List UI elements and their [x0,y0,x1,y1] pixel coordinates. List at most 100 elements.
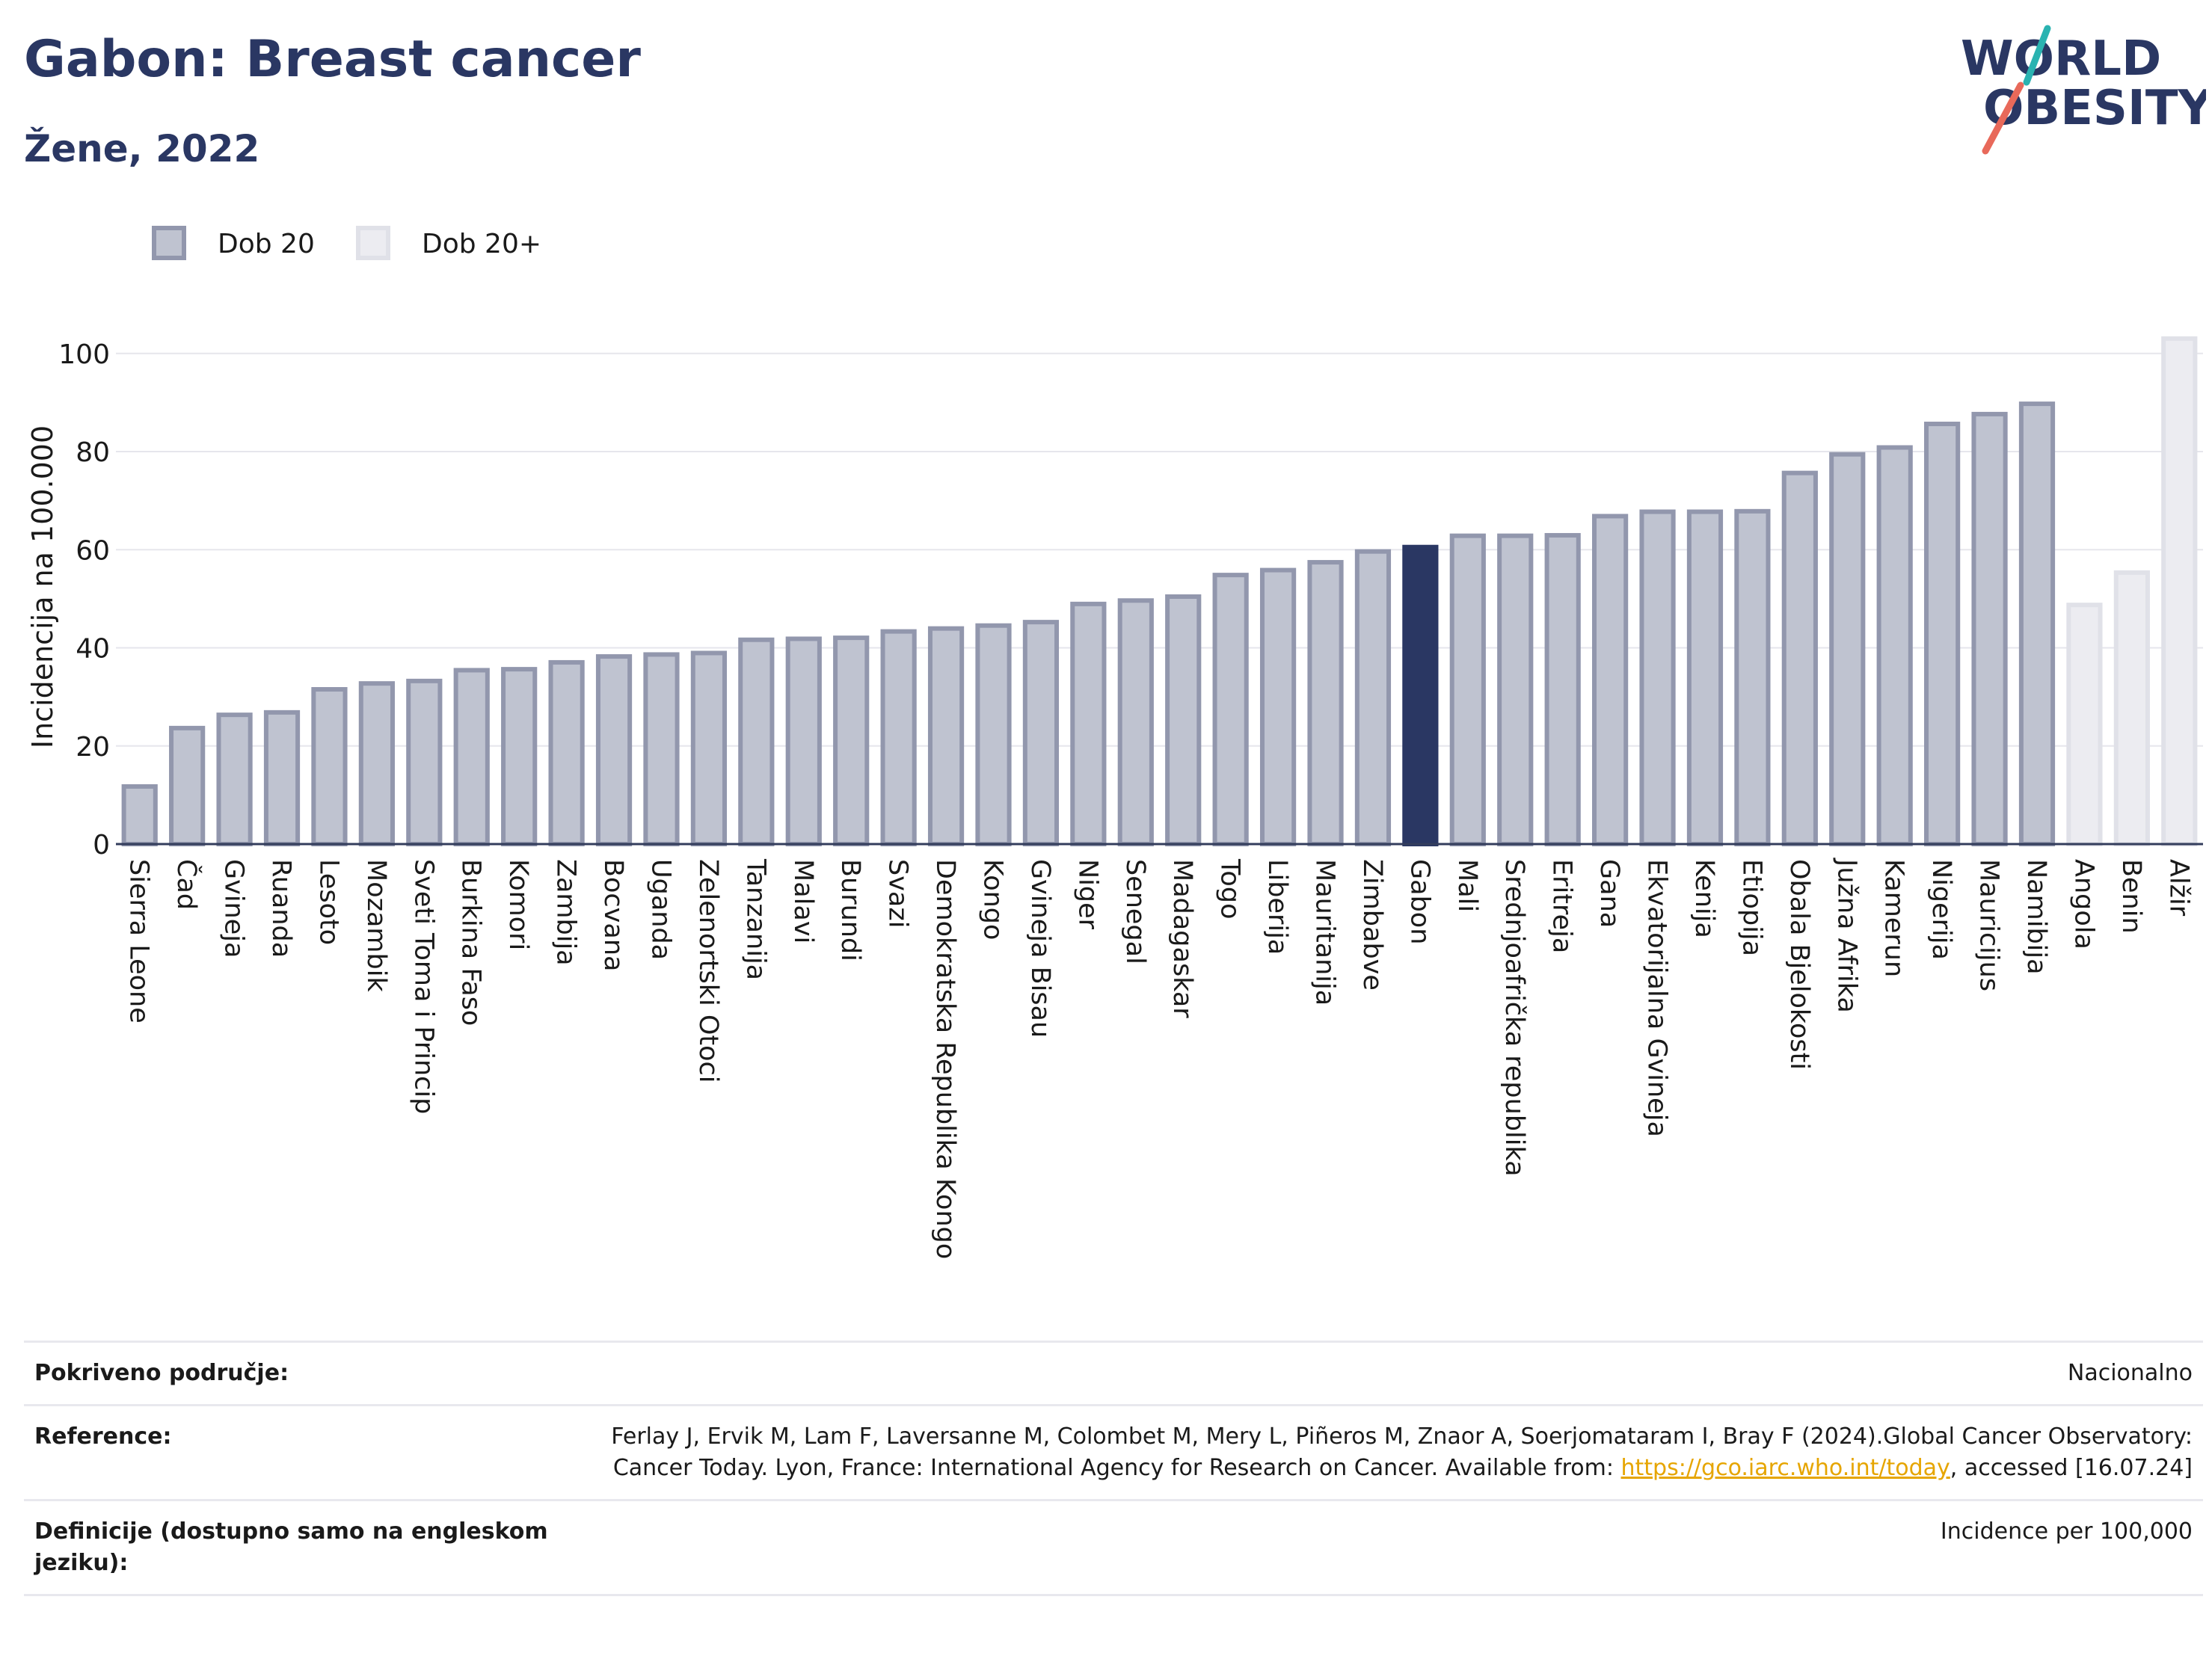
logo-teal-stroke [2023,25,2051,86]
bar-mauritanija [1307,560,1344,847]
x-tick-label: Zimbabve [1357,859,1387,991]
x-tick-label: Bocvana [598,859,628,971]
x-tick-label: Srednjoafrička republika [1499,859,1529,1177]
bar--ad [169,725,206,846]
bar-madagaskar [1165,594,1202,846]
bar-svazi [880,629,917,846]
bar-togo [1212,573,1249,846]
world-obesity-logo: WORLD OBESITY [1961,25,2206,155]
x-tick-label: Gvineja Bisau [1025,859,1055,1038]
bar-liberija [1259,567,1297,846]
coverage-label: Pokriveno područje: [34,1360,289,1386]
bar-benin [2113,570,2150,846]
x-tick-label: Burkina Faso [456,859,486,1026]
info-table: Pokriveno područje: Nacionalno Reference… [24,1341,2203,1596]
x-tick-label: Demokratska Republika Kongo [930,859,960,1259]
x-tick-label: Nigerija [1926,859,1956,960]
bar-zambija [548,659,585,847]
bar-niger [1070,601,1107,846]
reference-accessed: , accessed [16.07.24] [1950,1455,2193,1481]
x-tick-label: Zelenortski Otoci [693,859,723,1083]
bar-gvineja [216,712,253,846]
x-tick-label: Eritreja [1547,859,1577,953]
info-row-definitions: Definicije (dostupno samo na engleskom j… [24,1500,2203,1595]
bar-zelenortski-otoci [690,650,728,846]
page-subtitle: Žene, 2022 [24,127,260,170]
bar-kongo [975,623,1012,846]
x-tick-label: Uganda [645,859,675,960]
bar-mauricijus [1971,411,2008,846]
x-tick-label: Burundi [835,859,865,961]
logo-coral-stroke [1982,81,2024,155]
bar-gabon [1402,544,1439,846]
bar-burkina-faso [453,668,490,846]
x-axis-labels: Sierra Leone Čad Gvineja Ruanda Lesoto Mozamb… [124,858,2194,1259]
bar-malavi [785,636,822,847]
reference-value: Ferlay J, Ervik M, Lam F, Laversanne M, … [583,1406,2203,1500]
x-tick-label: Madagaskar [1167,859,1197,1018]
bar-ekvatorijalna-gvineja [1639,509,1676,846]
x-tick-label: Lesoto [313,859,343,945]
bar-uganda [643,652,680,846]
bar-chart: Dob 20 Dob 20+ 0 20 40 60 80 100 Sierra Leone Č… [26,226,2203,1259]
x-tick-label: Ekvatorijalna Gvineja [1642,859,1672,1137]
y-tick-label: 20 [76,732,110,763]
x-tick-label: Obala Bjelokosti [1784,859,1814,1070]
x-tick-label: Mali [1452,859,1482,912]
bar-srednjoafri-ka-republika [1497,533,1534,846]
x-tick-label: Zambija [551,859,581,966]
bar-mali [1449,533,1486,846]
legend-label: Dob 20+ [422,229,541,259]
bar-mozambik [358,681,395,847]
x-tick-label: Južna Afrika [1831,858,1861,1013]
info-row-coverage: Pokriveno područje: Nacionalno [24,1341,2203,1406]
bar-demokratska-republika-kongo [927,626,965,846]
x-tick-label: Niger [1072,859,1102,930]
x-tick-label: Mozambik [361,859,391,992]
x-tick-label: Etiopija [1736,859,1766,956]
y-tick-label: 0 [93,830,110,861]
x-tick-label: Angola [2068,859,2098,949]
reference-link[interactable]: https://gco.iarc.who.int/today [1620,1455,1950,1481]
y-tick-label: 40 [76,634,110,665]
info-row-reference: Reference: Ferlay J, Ervik M, Lam F, Lav… [24,1405,2203,1500]
bar-tanzanija [738,637,775,847]
x-tick-label: Kamerun [1879,859,1909,977]
bar-senegal [1117,598,1154,847]
x-tick-label: Tanzanija [740,858,770,980]
bar-angola [2066,603,2103,846]
page-title: Gabon: Breast cancer [24,30,641,89]
x-tick-label: Gvineja [219,859,249,958]
x-tick-label: Mauricijus [1974,859,2004,991]
logo-line-1: WORLD [1961,31,2161,87]
y-axis: 0 20 40 60 80 100 [58,339,110,861]
y-tick-label: 80 [76,437,110,468]
bar-ju-na-afrika [1829,452,1866,846]
x-tick-label: Sierra Leone [124,859,154,1024]
x-tick-label: Komori [503,859,533,950]
definitions-label: Definicije (dostupno samo na engleskom j… [34,1518,548,1576]
legend-label: Dob 20 [218,229,315,259]
y-axis-title: Incidencija na 100.000 [26,425,59,748]
bar-namibija [2018,401,2056,846]
bars [121,336,2198,847]
x-tick-label: Sveti Toma i Princip [408,859,438,1114]
bar-bocvana [595,654,633,846]
legend: Dob 20 Dob 20+ [152,226,541,260]
x-tick-label: Mauritanija [1310,859,1340,1006]
bar-kamerun [1876,445,1913,846]
bar-burundi [833,635,870,846]
x-tick-label: Namibija [2021,859,2051,975]
bar-zimbabve [1354,549,1392,846]
bar-komori [501,667,538,846]
legend-swatch [152,226,186,260]
bar-kenija [1686,509,1724,846]
x-tick-label: Gana [1594,859,1624,928]
bar-sveti-toma-i-princip [406,678,443,847]
legend-swatch [356,226,390,260]
bar-obala-bjelokosti [1781,470,1818,846]
x-tick-label: Liberija [1262,859,1292,955]
bar-nigerija [1924,422,1961,846]
definitions-value: Incidence per 100,000 [1940,1518,2193,1545]
x-tick-label: Čad [171,859,203,910]
